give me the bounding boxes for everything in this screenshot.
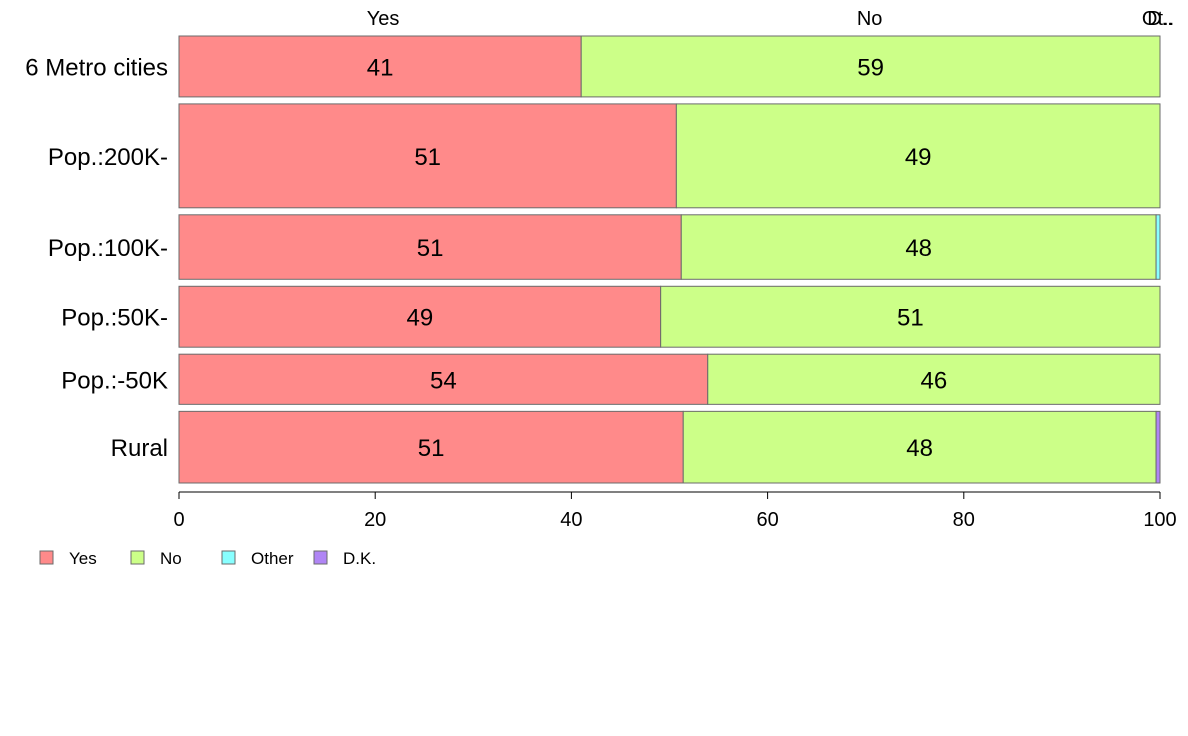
bar-segment-yes bbox=[178, 410, 684, 484]
data-label: 51 bbox=[418, 435, 445, 462]
data-label: 59 bbox=[857, 54, 884, 81]
x-tick-label: 20 bbox=[364, 509, 386, 531]
legend-swatch bbox=[130, 550, 145, 565]
category-label: Pop.:200K- bbox=[48, 144, 168, 171]
bar-segment-yes bbox=[178, 353, 709, 405]
data-label: 49 bbox=[406, 305, 433, 332]
category-label: Rural bbox=[111, 435, 168, 462]
data-label: 46 bbox=[921, 367, 948, 394]
category-label: Pop.:50K- bbox=[61, 305, 168, 332]
bar-segment-no bbox=[680, 214, 1157, 280]
data-label: 48 bbox=[906, 435, 933, 462]
category-label: Pop.:100K- bbox=[48, 235, 168, 262]
bar-segment-no bbox=[682, 410, 1157, 484]
bar-segment-yes bbox=[178, 214, 682, 280]
category-label: 6 Metro cities bbox=[25, 54, 168, 81]
legend-swatch bbox=[221, 550, 236, 565]
data-label: 49 bbox=[905, 144, 932, 171]
bar-segment-other bbox=[1155, 214, 1161, 280]
category-label: Pop.:-50K bbox=[61, 367, 168, 394]
legend-label: No bbox=[160, 549, 182, 568]
top-series-label: Ot.. bbox=[1142, 8, 1174, 30]
x-tick-label: 80 bbox=[953, 509, 975, 531]
x-tick-label: 60 bbox=[756, 509, 778, 531]
bar-segment-no bbox=[660, 285, 1161, 348]
data-label: 51 bbox=[417, 235, 444, 262]
bar-segment-yes bbox=[178, 285, 662, 348]
bar-segment-no bbox=[580, 35, 1161, 98]
bar-segment-dk bbox=[1155, 410, 1161, 484]
x-tick-label: 100 bbox=[1143, 509, 1176, 531]
legend-swatch bbox=[313, 550, 328, 565]
x-tick-label: 40 bbox=[560, 509, 582, 531]
legend-label: Other bbox=[251, 549, 294, 568]
data-label: 51 bbox=[414, 144, 441, 171]
top-series-label: Yes bbox=[367, 8, 400, 30]
legend-label: D.K. bbox=[343, 549, 376, 568]
data-label: 54 bbox=[430, 367, 457, 394]
bar-segment-no bbox=[707, 353, 1161, 405]
x-tick-label: 0 bbox=[173, 509, 184, 531]
top-series-label: No bbox=[857, 8, 883, 30]
data-label: 48 bbox=[905, 235, 932, 262]
legend-label: Yes bbox=[69, 549, 97, 568]
legend-swatch bbox=[39, 550, 54, 565]
data-label: 51 bbox=[897, 305, 924, 332]
data-label: 41 bbox=[367, 54, 394, 81]
top-series-label: D.. bbox=[1147, 8, 1173, 30]
bar-segment-no bbox=[675, 103, 1161, 209]
